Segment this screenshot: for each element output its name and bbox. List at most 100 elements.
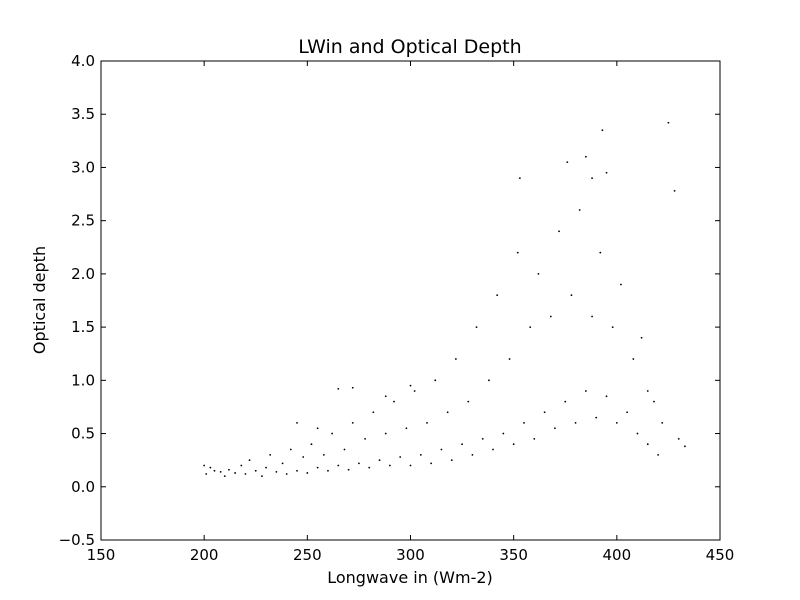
- y-tick-label: 2.0: [71, 265, 95, 283]
- scatter-point: [405, 427, 408, 430]
- scatter-point: [523, 422, 525, 424]
- scatter-point: [234, 472, 237, 474]
- y-tick-label: 1.0: [71, 371, 95, 389]
- scatter-point: [653, 400, 655, 403]
- scatter-point: [228, 468, 230, 471]
- scatter-point: [566, 161, 569, 164]
- scatter-point: [640, 336, 643, 339]
- scatter-point: [337, 464, 340, 467]
- scatter-point: [574, 422, 577, 424]
- scatter-point: [677, 437, 680, 440]
- scatter-point: [450, 459, 453, 462]
- scatter-point: [269, 453, 272, 456]
- x-tick-label: 200: [190, 546, 219, 564]
- scatter-point: [322, 453, 325, 456]
- y-tick-label: 3.5: [71, 105, 95, 123]
- scatter-point: [347, 468, 350, 471]
- plot-frame: [100, 60, 721, 541]
- scatter-point: [430, 462, 433, 465]
- scatter-point: [296, 422, 298, 424]
- scatter-point: [475, 326, 478, 329]
- scatter-point: [446, 411, 449, 414]
- scatter-point: [289, 448, 292, 451]
- scatter-point: [343, 448, 346, 451]
- scatter-point: [331, 432, 333, 435]
- x-tick-labels: 150 200 250 300 350 400 450: [87, 546, 735, 564]
- scatter-point: [368, 466, 371, 469]
- scatter-point: [684, 445, 686, 448]
- scatter-points: [203, 121, 686, 478]
- scatter-point: [533, 437, 536, 440]
- y-tick-label: 0.5: [71, 425, 95, 443]
- scatter-point: [434, 379, 437, 382]
- scatter-point: [657, 453, 659, 456]
- scatter-point: [310, 443, 313, 446]
- y-axis-label: Optical depth: [30, 246, 49, 354]
- x-tick-label: 250: [293, 546, 322, 564]
- x-axis-label: Longwave in (Wm-2): [327, 568, 493, 587]
- scatter-point: [261, 475, 263, 478]
- scatter-point: [611, 326, 614, 329]
- scatter-point: [570, 294, 573, 297]
- scatter-point: [296, 469, 298, 472]
- scatter-point: [419, 453, 422, 456]
- scatter-point: [667, 121, 670, 124]
- scatter-point: [426, 422, 428, 424]
- scatter-point: [584, 155, 587, 158]
- scatter-point: [492, 448, 494, 451]
- scatter-point: [358, 462, 360, 465]
- scatter-point: [285, 473, 288, 475]
- scatter-point: [461, 443, 463, 446]
- y-tick-label: 0.0: [71, 478, 95, 496]
- scatter-point: [615, 422, 618, 424]
- scatter-point: [512, 443, 515, 446]
- scatter-point: [281, 462, 284, 465]
- scatter-point: [661, 422, 664, 424]
- scatter-point: [591, 177, 593, 179]
- scatter-point: [203, 464, 206, 467]
- scatter-point: [378, 459, 381, 462]
- scatter-point: [248, 459, 251, 462]
- scatter-point: [673, 189, 676, 192]
- scatter-point: [275, 470, 278, 473]
- scatter-point: [384, 395, 387, 398]
- scatter-point: [219, 470, 222, 473]
- scatter-point: [209, 466, 212, 469]
- scatter-point: [508, 358, 511, 360]
- scatter-point: [213, 469, 216, 472]
- scatter-point: [409, 384, 412, 387]
- scatter-point: [632, 358, 635, 360]
- scatter-point: [316, 466, 319, 469]
- scatter-point: [388, 464, 391, 467]
- scatter-point: [529, 326, 532, 329]
- scatter-point: [543, 411, 546, 414]
- scatter-point: [413, 390, 416, 392]
- scatter-point: [646, 443, 649, 446]
- scatter-point: [399, 456, 402, 458]
- scatter-point: [605, 395, 608, 398]
- scatter-point: [518, 177, 521, 179]
- scatter-point: [620, 283, 622, 286]
- scatter-point: [601, 129, 604, 132]
- scatter-point: [393, 400, 395, 403]
- scatter-point: [364, 437, 367, 440]
- scatter-point: [337, 387, 340, 390]
- scatter-point: [306, 472, 309, 474]
- scatter-point: [244, 473, 247, 475]
- scatter-point: [636, 432, 639, 435]
- scatter-point: [372, 411, 375, 414]
- scatter-point: [537, 272, 540, 275]
- scatter-point: [384, 432, 387, 435]
- scatter-point: [554, 427, 556, 430]
- scatter-point: [481, 437, 484, 440]
- scatter-point: [471, 453, 474, 456]
- scatter-point: [496, 294, 499, 297]
- chart-title: LWin and Optical Depth: [298, 36, 521, 58]
- y-tick-labels: −0.5 0.0 0.5 1.0 1.5 2.0 2.5 3.0 3.5 4.0: [59, 52, 95, 549]
- scatter-point: [409, 464, 412, 467]
- x-tick-label: 300: [396, 546, 425, 564]
- scatter-point: [605, 171, 608, 174]
- scatter-point: [240, 464, 243, 467]
- scatter-point: [467, 400, 470, 403]
